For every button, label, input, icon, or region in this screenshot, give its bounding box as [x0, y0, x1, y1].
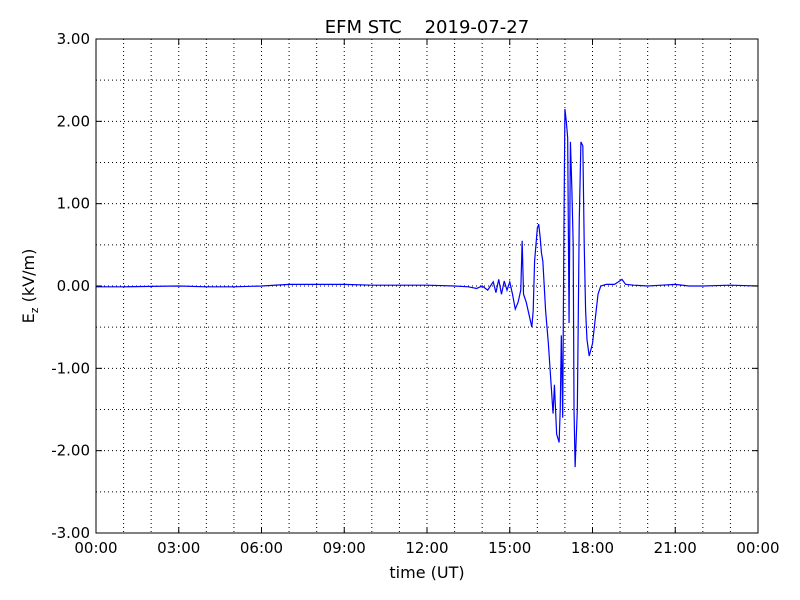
y-tick-label: -2.00	[51, 442, 90, 460]
x-tick-label: 15:00	[488, 539, 531, 557]
y-tick-label: -3.00	[51, 524, 90, 542]
x-axis-label: time (UT)	[389, 563, 464, 582]
x-tick-label: 09:00	[323, 539, 366, 557]
chart-title: EFM STC 2019-07-27	[325, 17, 529, 38]
y-tick-label: 0.00	[57, 277, 90, 295]
x-tick-label: 00:00	[74, 539, 117, 557]
y-label-sub: z	[28, 307, 41, 313]
x-tick-label: 12:00	[405, 539, 448, 557]
x-tick-label: 03:00	[157, 539, 200, 557]
y-label-main: E	[19, 313, 38, 323]
x-tick-label: 00:00	[736, 539, 779, 557]
y-axis-label: Ez (kV/m)	[19, 249, 41, 324]
y-tick-label: -1.00	[51, 359, 90, 377]
data-line	[96, 108, 759, 468]
y-label-unit: (kV/m)	[19, 249, 38, 308]
y-tick-label: 2.00	[57, 112, 90, 130]
y-tick-label: 1.00	[57, 195, 90, 213]
x-tick-label: 18:00	[571, 539, 614, 557]
x-tick-label: 21:00	[654, 539, 697, 557]
y-tick-label: 3.00	[57, 30, 90, 48]
x-tick-label: 06:00	[240, 539, 283, 557]
